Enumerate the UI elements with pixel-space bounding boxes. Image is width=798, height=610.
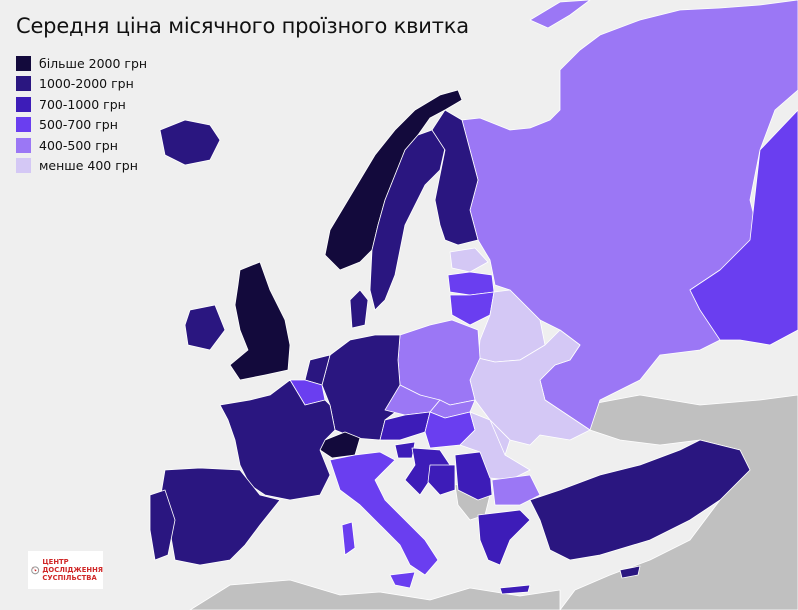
region-cyprus: [619, 565, 641, 579]
legend-item: 700-1000 грн: [16, 94, 147, 115]
region-denmark: [349, 289, 369, 329]
region-slovenia: [394, 441, 416, 459]
region-france: [219, 379, 336, 501]
region-novaya-zemlya: [529, 0, 591, 29]
legend-swatch: [16, 117, 31, 133]
legend-swatch: [16, 158, 31, 174]
logo-line: ДОСЛІДЖЕННЯ: [42, 566, 103, 574]
region-sardinia: [341, 521, 356, 556]
logo-icon: [31, 566, 40, 575]
region-crete: [499, 584, 531, 595]
region-sicily: [389, 571, 416, 589]
region-estonia: [449, 247, 489, 273]
legend-item: 400-500 грн: [16, 135, 147, 156]
page-title: Середня ціна місячного проїзного квитка: [16, 14, 469, 38]
region-north-africa: [189, 579, 561, 610]
legend-swatch: [16, 76, 31, 92]
legend-swatch: [16, 96, 31, 112]
legend-swatch: [16, 55, 31, 71]
region-ireland: [184, 304, 226, 351]
legend-label: менше 400 грн: [39, 158, 138, 174]
logo-line: СУСПІЛЬСТВА: [42, 574, 97, 582]
legend-label: 400-500 грн: [39, 137, 118, 153]
legend-label: 1000-2000 грн: [39, 76, 134, 92]
legend: більше 2000 грн 1000-2000 грн 700-1000 г…: [16, 53, 147, 176]
region-latvia: [447, 271, 495, 296]
logo-text: ЦЕНТР ДОСЛІДЖЕННЯ СУСПІЛЬСТВА: [42, 558, 103, 582]
region-sweden: [369, 129, 446, 311]
legend-swatch: [16, 137, 31, 153]
region-kazakhstan: [689, 109, 798, 346]
region-middle-east: [559, 394, 798, 610]
legend-label: 700-1000 грн: [39, 96, 126, 112]
region-uk: [229, 261, 291, 381]
region-lithuania: [449, 291, 495, 326]
logo-line: ЦЕНТР: [42, 558, 69, 566]
legend-label: більше 2000 грн: [39, 55, 148, 71]
region-portugal: [149, 489, 176, 561]
legend-item: 500-700 грн: [16, 115, 147, 136]
region-turkey: [529, 439, 751, 561]
region-italy: [329, 451, 439, 576]
region-bosnia: [427, 464, 456, 496]
region-iceland: [159, 119, 221, 166]
legend-item: менше 400 грн: [16, 156, 147, 177]
region-greece: [477, 509, 531, 566]
legend-item: більше 2000 грн: [16, 53, 147, 74]
legend-label: 500-700 грн: [39, 117, 118, 133]
legend-item: 1000-2000 грн: [16, 74, 147, 95]
region-croatia: [404, 447, 451, 496]
logo: ЦЕНТР ДОСЛІДЖЕННЯ СУСПІЛЬСТВА: [28, 551, 103, 589]
region-finland: [431, 109, 479, 246]
